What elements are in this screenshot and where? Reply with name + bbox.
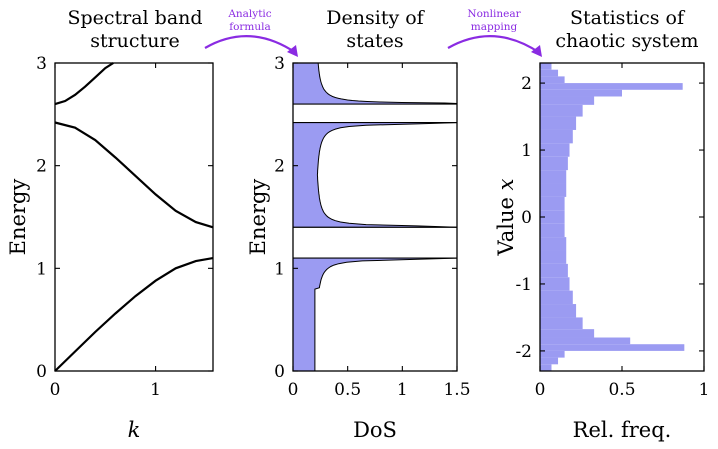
y-tick-label: -1 xyxy=(515,275,532,295)
x-axis-label: Rel. freq. xyxy=(573,418,672,442)
arrow1-label-line2: formula xyxy=(229,21,271,33)
arrow-nonlinear-mapping xyxy=(447,35,541,54)
histogram-bar xyxy=(540,96,595,105)
x-tick-label: 1 xyxy=(150,380,161,400)
histogram-bar xyxy=(540,143,570,157)
histogram-bar xyxy=(540,317,583,330)
y-tick-label: 0 xyxy=(36,362,47,382)
arrow-nonlinear-mapping-head xyxy=(531,45,542,57)
panel1-title-line1: Spectral band xyxy=(67,7,202,29)
x-tick-label: 1 xyxy=(699,380,710,400)
y-tick-label: 3 xyxy=(36,54,47,74)
band-line-2 xyxy=(54,121,214,229)
y-tick-label: 0 xyxy=(274,362,285,382)
histogram-bar xyxy=(540,196,565,211)
histogram-bar xyxy=(540,237,567,251)
histogram-bar xyxy=(540,210,565,224)
dos-band-fill-3 xyxy=(293,63,457,105)
histogram-bar xyxy=(540,63,552,70)
axes-frame xyxy=(292,62,458,372)
panel3-title-line2: chaotic system xyxy=(555,30,698,52)
dos-band-fill-1 xyxy=(293,258,457,371)
arrow-analytic-formula-head xyxy=(287,45,298,57)
histogram-bar xyxy=(540,69,559,77)
arrow1-label-line1: Analytic xyxy=(227,8,271,20)
x-axis-label: k xyxy=(128,418,141,442)
panel2-title-line2: states xyxy=(346,30,403,52)
histogram-bar xyxy=(540,337,631,345)
histogram-bar xyxy=(540,89,622,97)
histogram-bar xyxy=(540,357,559,365)
arrow2-label-line2: mapping xyxy=(471,21,518,33)
histogram-bar xyxy=(540,183,567,197)
dos-band-edge-3 xyxy=(317,62,458,105)
y-axis-label: Energy xyxy=(246,179,270,256)
y-axis-label: Value x xyxy=(494,178,518,256)
x-axis-label: DoS xyxy=(353,418,397,442)
y-tick-label: -2 xyxy=(515,342,532,362)
band-line-3 xyxy=(54,62,114,106)
dos-band-edge-1 xyxy=(314,257,458,371)
band-line-1 xyxy=(54,257,214,372)
histogram-bar xyxy=(540,350,565,358)
histogram-bar xyxy=(540,83,683,90)
arrow-analytic-formula xyxy=(204,35,297,54)
histogram-bar xyxy=(540,129,573,144)
x-tick-label: 0.5 xyxy=(334,380,361,400)
histogram-bar xyxy=(540,170,567,184)
dos-band-edge-2 xyxy=(316,122,458,228)
x-tick-label: 0 xyxy=(535,380,546,400)
histogram-bar xyxy=(540,156,568,171)
histogram-bar xyxy=(540,223,565,238)
histogram-bar xyxy=(540,250,567,264)
histogram-bar xyxy=(540,329,595,338)
histogram-bar xyxy=(540,364,552,371)
y-tick-label: 2 xyxy=(521,74,532,94)
arrow2-label-line1: Nonlinear xyxy=(467,8,521,20)
histogram-bar xyxy=(540,277,570,291)
axes-frame xyxy=(54,62,214,372)
histogram-bar xyxy=(540,76,565,84)
y-tick-label: 3 xyxy=(274,54,285,74)
x-tick-label: 0 xyxy=(50,380,61,400)
y-tick-label: 1 xyxy=(274,259,285,279)
histogram-bar xyxy=(540,116,577,130)
histogram-bar xyxy=(540,344,685,351)
histogram-bar xyxy=(540,304,577,318)
y-tick-label: 1 xyxy=(36,259,47,279)
y-tick-label: 2 xyxy=(274,157,285,177)
x-tick-label: 1.5 xyxy=(443,380,470,400)
dos-band-fill-2 xyxy=(293,122,457,228)
panel2-title-line1: Density of xyxy=(326,7,425,29)
x-tick-label: 1 xyxy=(397,380,408,400)
histogram-bar xyxy=(540,263,568,278)
y-tick-label: 1 xyxy=(521,141,532,161)
y-tick-label: 2 xyxy=(36,157,47,177)
x-tick-label: 0 xyxy=(288,380,299,400)
histogram-bar xyxy=(540,290,573,305)
x-tick-label: 0.5 xyxy=(608,380,635,400)
y-axis-label: Energy xyxy=(6,179,30,256)
panel3-title-line1: Statistics of xyxy=(570,7,686,29)
y-tick-label: 0 xyxy=(521,208,532,228)
density-of-states-plot: 0 1 2 3 0 0.5 1 1.5 DoS Energy xyxy=(246,54,471,442)
panel1-title-line2: structure xyxy=(90,30,180,52)
histogram-bar xyxy=(540,104,583,117)
